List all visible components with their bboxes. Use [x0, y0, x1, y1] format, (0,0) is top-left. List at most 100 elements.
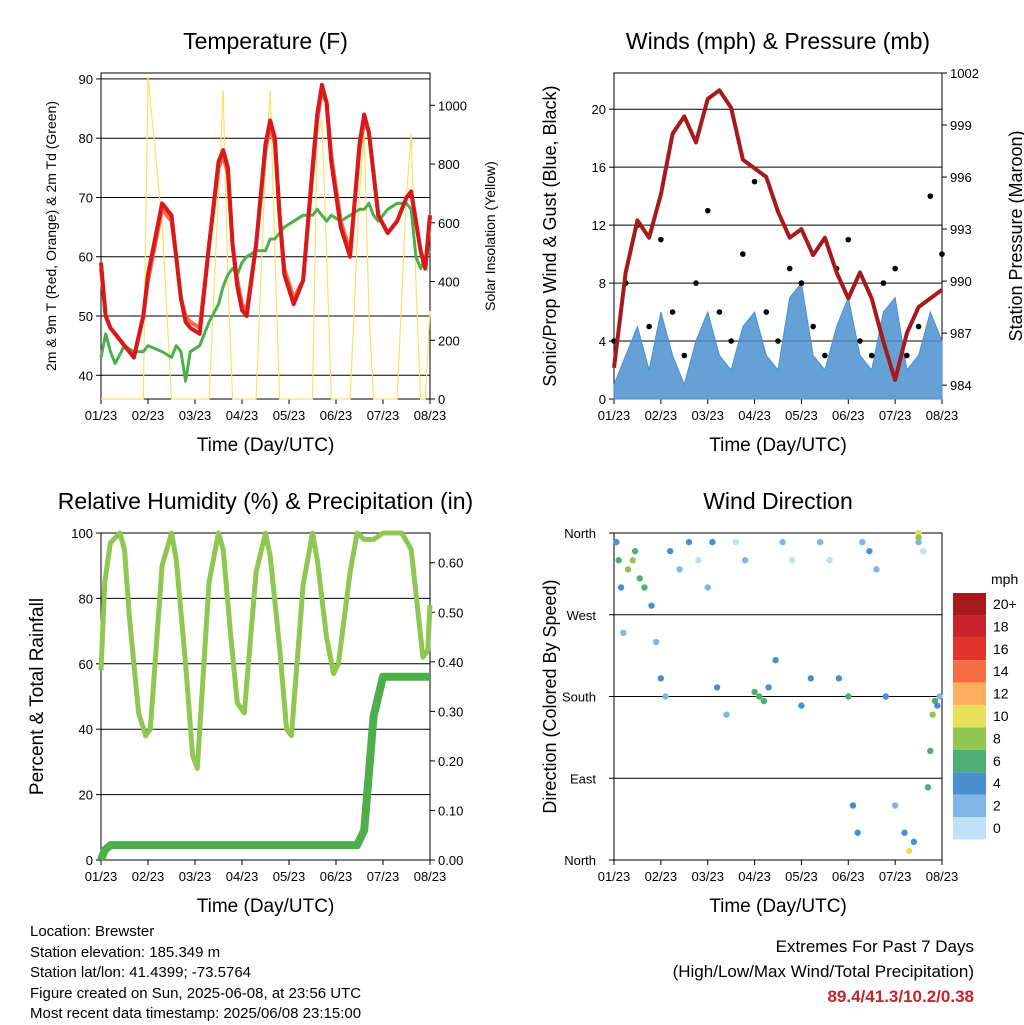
- colorbar-label: 6: [993, 753, 1001, 769]
- direction-point: [915, 529, 922, 537]
- x-tick-label: 04/23: [226, 869, 259, 884]
- y-tick-label: 0: [86, 853, 93, 868]
- colorbar-swatch: [953, 817, 986, 840]
- x-tick-label: 08/23: [414, 408, 447, 423]
- direction-point: [807, 675, 814, 682]
- direction-point: [826, 557, 833, 564]
- x-tick-label: 04/23: [738, 408, 771, 423]
- panel-title: Wind Direction: [703, 488, 853, 514]
- y2-tick-label: 0.20: [438, 754, 463, 769]
- direction-point: [723, 711, 730, 718]
- y2-tick-label: 0.10: [438, 803, 463, 818]
- x-tick-label: 05/23: [785, 408, 818, 423]
- gust-point: [681, 352, 688, 359]
- extremes-box: Extremes For Past 7 Days (High/Low/Max W…: [673, 934, 974, 1009]
- x-axis-label: Time (Day/UTC): [709, 896, 847, 917]
- direction-point: [760, 697, 768, 705]
- gust-point: [915, 323, 922, 330]
- colorbar-swatch: [953, 772, 986, 795]
- direction-point: [667, 547, 674, 555]
- y2-tick-label: 0.00: [438, 853, 463, 868]
- y-tick-label: 50: [79, 309, 93, 324]
- series-area-wind: [613, 281, 943, 400]
- x-tick-label: 02/23: [132, 408, 165, 423]
- y2-tick-label: 800: [438, 157, 460, 172]
- y-tick-label: North: [564, 853, 596, 868]
- direction-point: [742, 557, 749, 564]
- direction-point: [910, 838, 918, 846]
- series-line-station-pressure: [612, 88, 944, 382]
- gust-point: [880, 280, 887, 286]
- gust-point: [892, 265, 898, 272]
- x-tick-label: 07/23: [367, 869, 400, 884]
- y2-tick-label: 987: [950, 326, 972, 341]
- gust-point: [786, 265, 793, 272]
- y-tick-label: 0: [599, 392, 606, 407]
- gust-point: [704, 207, 711, 214]
- direction-point: [629, 557, 636, 564]
- y-tick-label: 12: [592, 218, 606, 233]
- y-tick-label: 70: [79, 190, 93, 205]
- x-tick-label: 01/23: [85, 408, 118, 423]
- direction-point: [617, 584, 625, 591]
- direction-point: [788, 557, 796, 564]
- x-tick-label: 04/23: [226, 408, 259, 423]
- x-tick-label: 05/23: [273, 408, 306, 423]
- y2-tick-label: 400: [438, 275, 460, 290]
- direction-point: [765, 684, 772, 691]
- x-tick-label: 07/23: [879, 408, 912, 423]
- gust-point: [740, 251, 746, 257]
- panel-title: Winds (mph) & Pressure (mb): [626, 28, 930, 54]
- x-tick-label: 03/23: [179, 408, 212, 423]
- y-tick-label: 40: [79, 722, 93, 737]
- y2-tick-label: 200: [438, 333, 460, 348]
- direction-point: [615, 557, 622, 564]
- direction-point: [636, 575, 643, 582]
- y2-tick-label: 0.60: [438, 556, 463, 571]
- gust-point: [845, 236, 852, 243]
- x-tick-label: 01/23: [85, 869, 118, 884]
- panel-title: Relative Humidity (%) & Precipitation (i…: [58, 488, 473, 514]
- y-tick-label: North: [564, 526, 596, 541]
- x-tick-label: 01/23: [598, 869, 631, 884]
- direction-point: [845, 693, 852, 700]
- colorbar-label: 20+: [993, 596, 1017, 612]
- y-tick-label: 20: [79, 788, 93, 803]
- direction-point: [704, 584, 711, 591]
- colorbar-swatch: [953, 637, 986, 661]
- colorbar-title: mph: [991, 571, 1018, 587]
- direction-point: [798, 702, 805, 709]
- y-axis-label: Direction (Colored By Speed): [540, 579, 560, 813]
- panel-title: Temperature (F): [183, 28, 348, 54]
- direction-point: [882, 693, 889, 700]
- x-tick-label: 03/23: [691, 408, 724, 423]
- gust-point: [728, 338, 734, 344]
- x-tick-label: 06/23: [832, 869, 865, 884]
- direction-point: [816, 538, 824, 546]
- direction-point: [915, 534, 922, 541]
- y-axis-label: Percent & Total Rainfall: [27, 598, 48, 795]
- x-tick-label: 08/23: [926, 869, 959, 884]
- colorbar-label: 2: [993, 798, 1001, 814]
- y-axis-label: Sonic/Prop Wind & Gust (Blue, Black): [540, 85, 560, 386]
- x-axis-label: Time (Day/UTC): [197, 896, 335, 917]
- station-latlon: Station lat/lon: 41.4399; -73.5764: [30, 964, 252, 981]
- direction-point: [891, 802, 899, 809]
- series-line-relative-humidity: [98, 530, 433, 771]
- y2-tick-label: 1002: [950, 66, 979, 81]
- station-location: Location: Brewster: [30, 923, 155, 940]
- direction-point: [751, 688, 758, 696]
- y2-tick-label: 0.40: [438, 655, 463, 670]
- gust-point: [693, 280, 699, 286]
- direction-point: [866, 547, 873, 555]
- y2-tick-label: 600: [438, 216, 460, 231]
- y-axis-label: 2m & 9m T (Red, Orange) & 2m Td (Green): [43, 101, 59, 371]
- colorbar-swatch: [953, 682, 986, 705]
- plot-frame: [100, 72, 431, 400]
- direction-point: [685, 538, 693, 546]
- direction-point: [934, 702, 941, 709]
- y-tick-label: South: [562, 690, 596, 705]
- colorbar-label: 14: [993, 663, 1009, 679]
- y2-tick-label: 0.30: [438, 704, 463, 719]
- x-tick-label: 08/23: [926, 408, 959, 423]
